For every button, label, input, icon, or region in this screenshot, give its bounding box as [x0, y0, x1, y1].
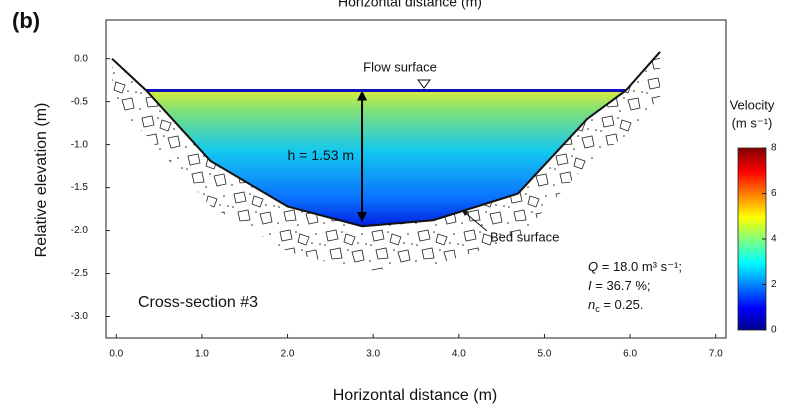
colorbar-tick-label: 4: [771, 234, 777, 245]
parameter: I = 36.7 %;: [588, 278, 651, 293]
y-tick-label: -1.0: [71, 139, 89, 150]
depth-label: h = 1.53 m: [288, 147, 355, 163]
parameter: nc = 0.25.: [588, 297, 643, 314]
colorbar-tick-label: 2: [771, 279, 777, 290]
parameter-text: = 36.7 %;: [592, 278, 651, 293]
figure: (b) Horizontal distance (m) Horizontal d…: [0, 0, 799, 407]
parameter-text: = 18.0 m³ s⁻¹;: [598, 259, 682, 274]
x-tick-label: 7.0: [709, 349, 723, 360]
plot-layer: 0.0 1.0 2.0 3.0 4.0 5.0 6.0 7.0 0.0 -0.5 -1.0 -1.5 -…: [71, 52, 777, 360]
y-tick-label: -2.5: [71, 268, 89, 279]
flow-surface-label: Flow surface: [363, 59, 437, 74]
y-tick-label: -0.5: [71, 96, 89, 107]
x-tick-label: 2.0: [281, 349, 295, 360]
parameter: Q = 18.0 m³ s⁻¹;: [588, 259, 682, 274]
colorbar-tick-label: 6: [771, 188, 777, 199]
y-tick-label: -2.0: [71, 225, 89, 236]
y-axis-label: Relative elevation (m): [33, 103, 50, 258]
panel-label: (b): [12, 8, 40, 33]
x-tick-label: 4.0: [452, 349, 466, 360]
top-x-label: Horizontal distance (m): [338, 0, 482, 10]
section-label: Cross-section #3: [138, 294, 258, 311]
x-tick-label: 1.0: [195, 349, 209, 360]
x-tick-label: 6.0: [623, 349, 637, 360]
colorbar-title: (m s⁻¹): [732, 115, 773, 130]
water-symbol: [418, 80, 430, 88]
x-tick-label: 5.0: [537, 349, 551, 360]
colorbar: [738, 148, 766, 330]
y-tick-label: -1.5: [71, 182, 89, 193]
colorbar-tick-label: 8: [771, 143, 777, 154]
y-tick-label: -3.0: [71, 311, 89, 322]
colorbar-tick-label: 0: [771, 325, 777, 336]
x-tick-label: 0.0: [109, 349, 123, 360]
x-tick-label: 3.0: [366, 349, 380, 360]
colorbar-title: Velocity: [730, 97, 775, 112]
x-axis-label: Horizontal distance (m): [333, 387, 498, 404]
y-tick-label: 0.0: [74, 53, 88, 64]
parameter-text: = 0.25.: [600, 297, 644, 312]
parameter-symbol: n: [588, 297, 595, 312]
parameter-symbol: Q: [588, 259, 598, 274]
